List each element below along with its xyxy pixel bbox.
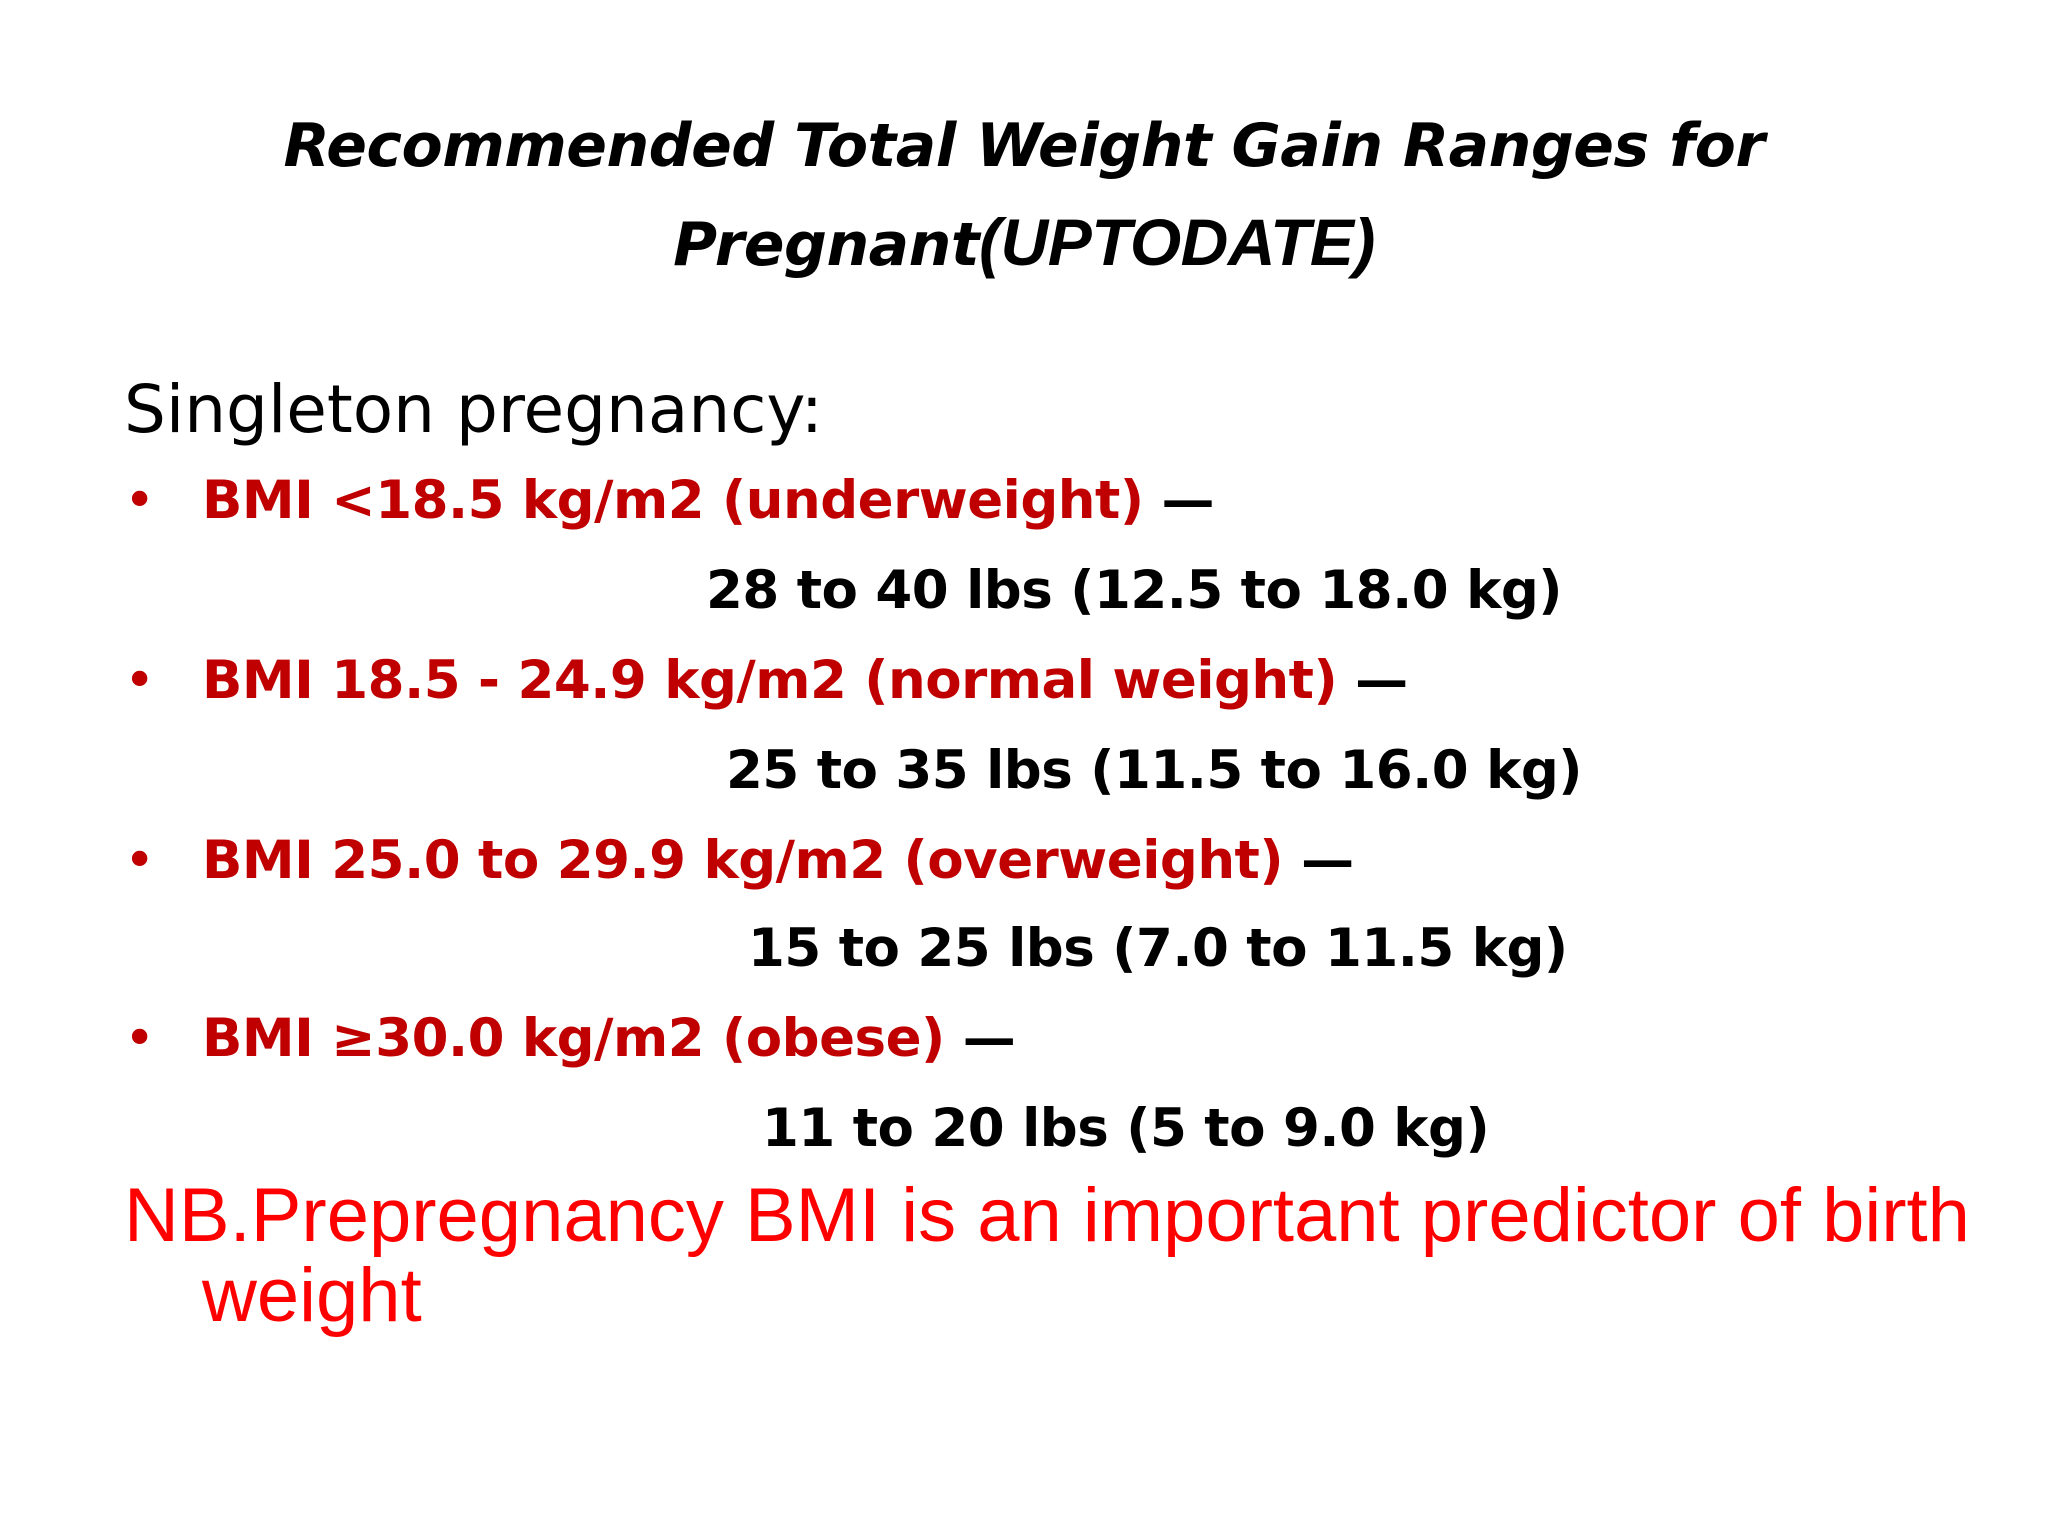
em-dash: — [1337, 650, 1408, 711]
bmi-condition: BMI ≥30.0 kg/m2 (obese) [202, 1008, 945, 1069]
bullet-icon: • [124, 830, 155, 891]
bmi-condition: BMI 25.0 to 29.9 kg/m2 (overweight) [202, 830, 1284, 891]
weight-gain-range: 15 to 25 lbs (7.0 to 11.5 kg) [748, 918, 1568, 979]
slide-title-line-2: Pregnant(UPTODATE) [0, 194, 2048, 293]
slide-title: Recommended Total Weight Gain Ranges for… [0, 98, 2048, 293]
em-dash: — [1143, 470, 1214, 531]
bmi-item-normal: • BMI 18.5 - 24.9 kg/m2 (normal weight) — [124, 646, 1408, 716]
footnote: NB.Prepregnancy BMI is an important pred… [124, 1173, 1970, 1338]
weight-gain-range: 25 to 35 lbs (11.5 to 16.0 kg) [726, 740, 1582, 801]
bmi-condition: BMI <18.5 kg/m2 (underweight) [202, 470, 1144, 531]
weight-gain-range: 11 to 20 lbs (5 to 9.0 kg) [762, 1098, 1490, 1159]
em-dash: — [944, 1008, 1016, 1069]
em-dash: — [1283, 830, 1354, 891]
slide-title-source: (UPTODATE) [979, 205, 1375, 279]
slide-title-line-1: Recommended Total Weight Gain Ranges for [283, 111, 1765, 181]
bullet-icon: • [124, 650, 155, 711]
bmi-item-underweight: • BMI <18.5 kg/m2 (underweight) — [124, 466, 1215, 536]
bmi-item-obese: • BMI ≥30.0 kg/m2 (obese) — [124, 1004, 1016, 1074]
section-heading: Singleton pregnancy: [124, 371, 823, 448]
slide-title-main: Pregnant [673, 210, 980, 280]
bmi-condition: BMI 18.5 - 24.9 kg/m2 (normal weight) [202, 650, 1338, 711]
bmi-item-overweight: • BMI 25.0 to 29.9 kg/m2 (overweight) — [124, 826, 1354, 896]
bullet-icon: • [124, 470, 155, 531]
bullet-icon: • [124, 1008, 155, 1069]
weight-gain-range: 28 to 40 lbs (12.5 to 18.0 kg) [706, 560, 1562, 621]
